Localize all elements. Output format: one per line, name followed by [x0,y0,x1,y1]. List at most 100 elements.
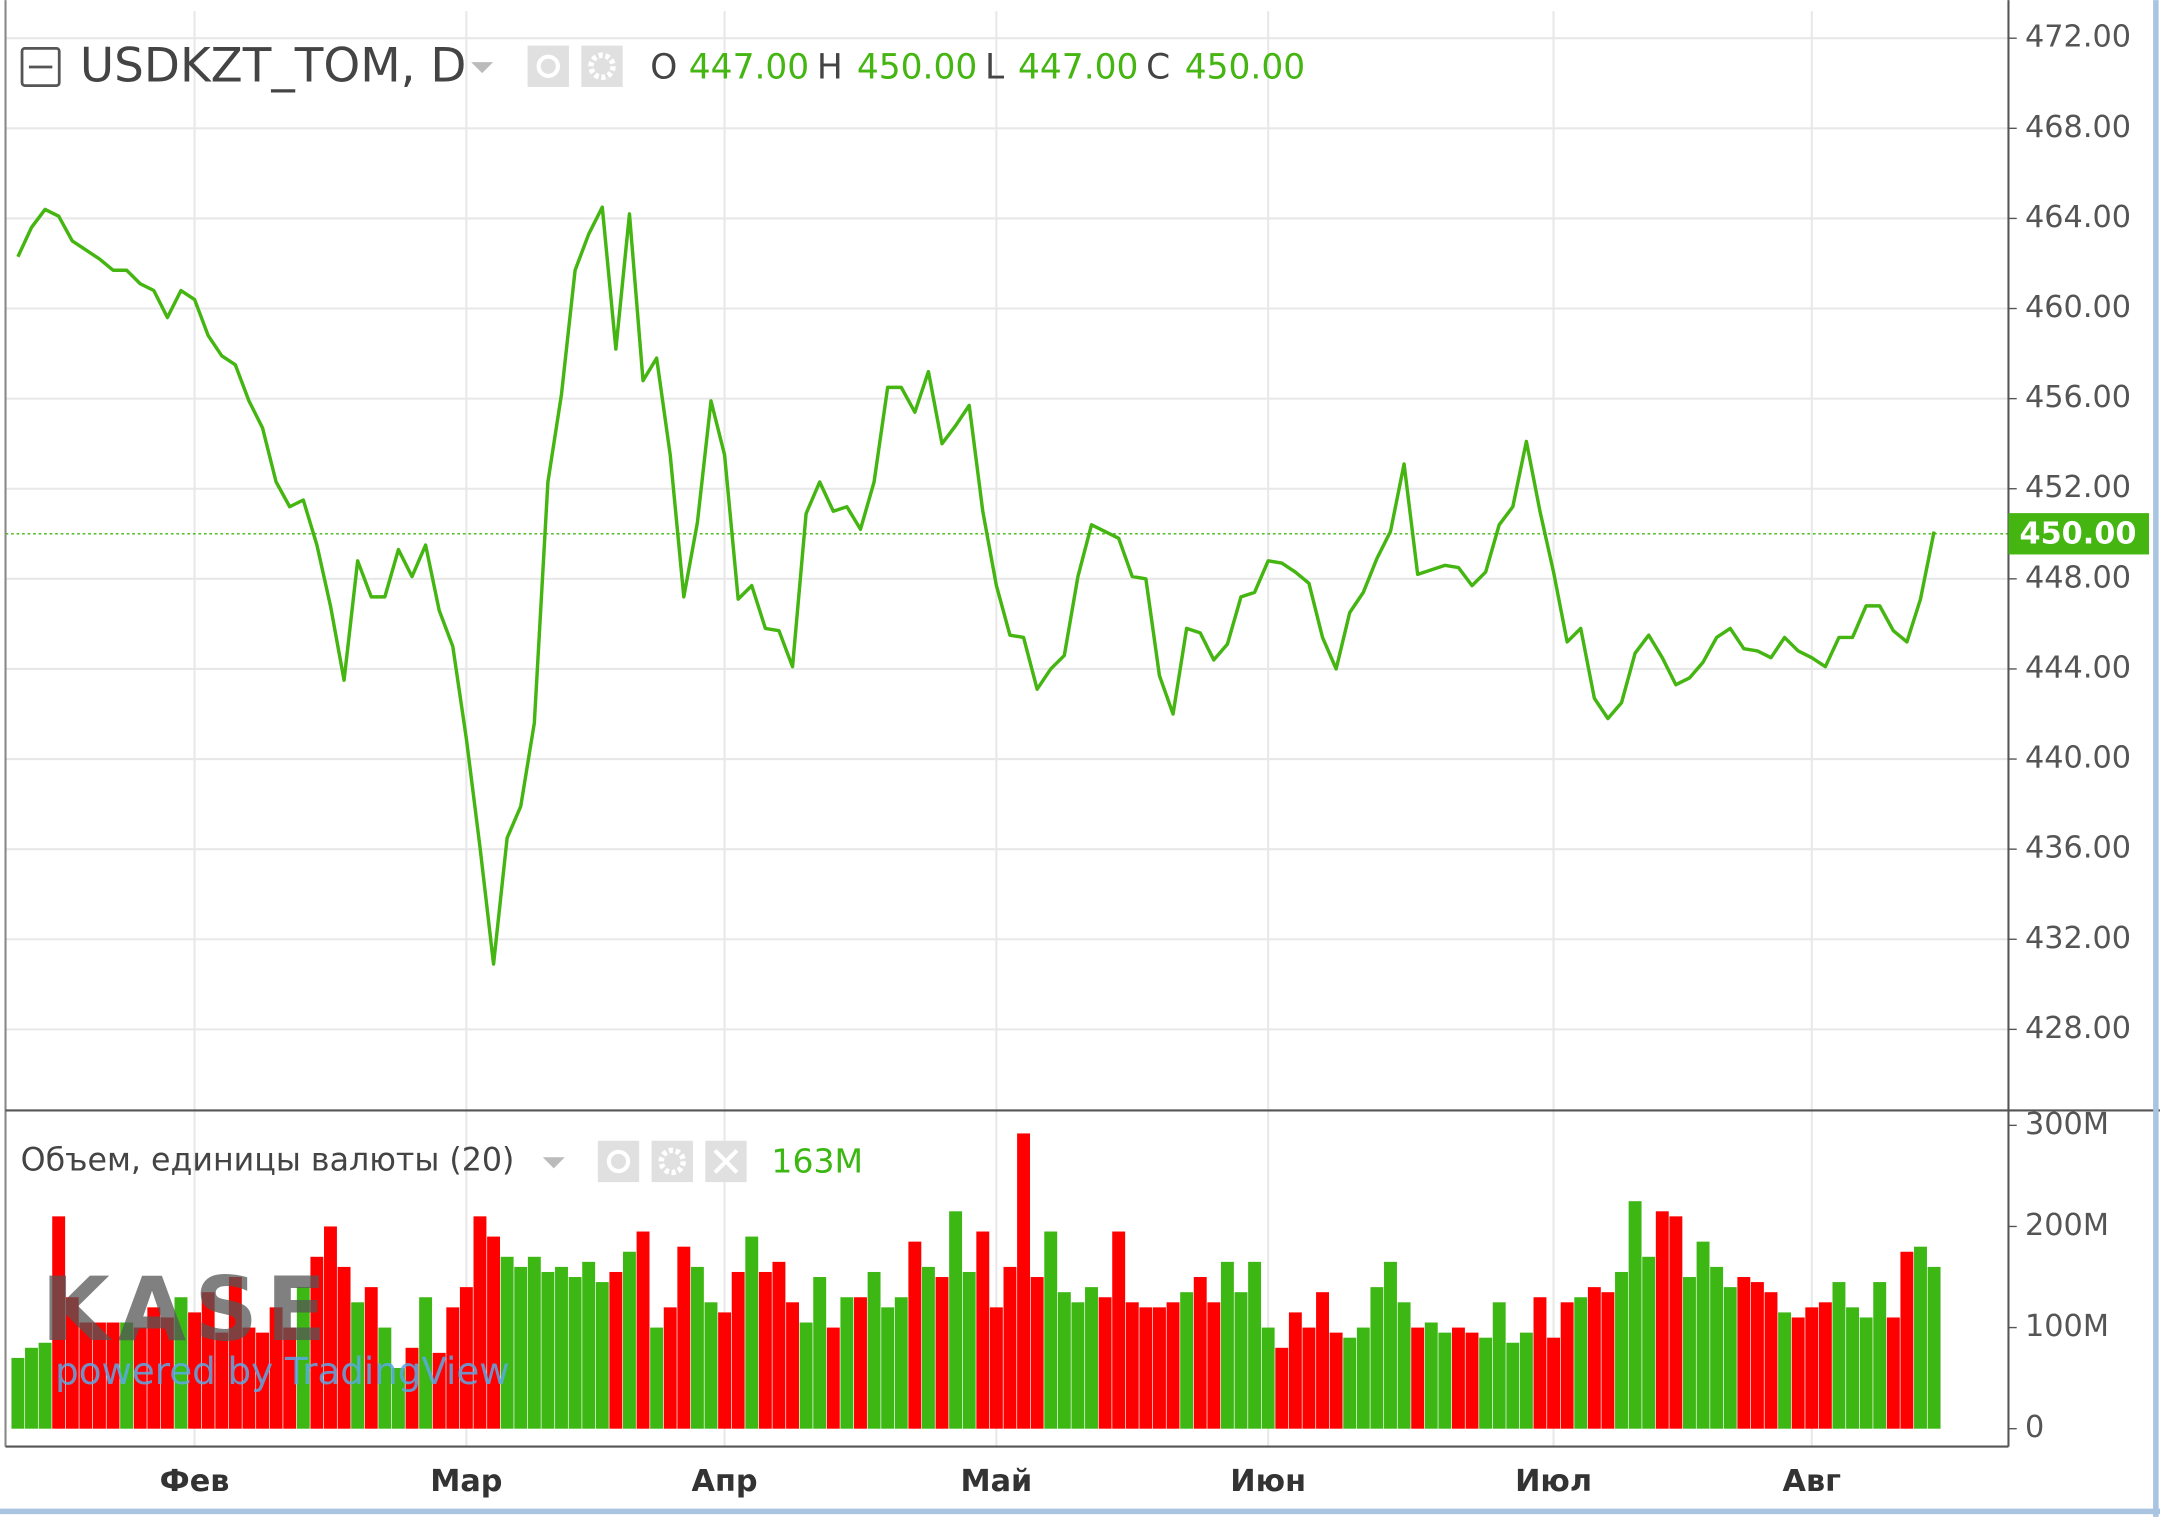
volume-bar [1533,1297,1547,1429]
volume-bar [1492,1302,1506,1429]
volume-bar [854,1297,867,1429]
price-plot [5,205,2009,966]
volume-bar [1071,1302,1085,1429]
volume-title: Объем, единицы валюты (20) [21,1142,515,1178]
volume-bar [881,1307,895,1429]
volume-bar [921,1266,935,1429]
x-tick-label: Июл [1515,1464,1592,1499]
ohlc-name: L [985,48,1004,88]
volume-bars [11,1133,1941,1429]
volume-bar [867,1271,881,1429]
volume-bar [1846,1307,1859,1429]
volume-bar [677,1246,691,1429]
x-tick-label: Апр [692,1464,758,1499]
volume-bar [650,1327,664,1429]
volume-bar [446,1307,460,1429]
volume-bar [459,1287,473,1429]
settings-button[interactable] [581,45,623,87]
eye-icon [606,1149,631,1174]
volume-bar [772,1261,786,1429]
volume-bar [174,1297,188,1429]
y-tick-label: 460.00 [2025,290,2131,325]
eye-icon [536,54,560,78]
visibility-button[interactable] [527,45,569,87]
volume-bar [622,1251,636,1429]
volume-bar [690,1266,704,1429]
volume-bar [1778,1312,1792,1429]
collapse-button[interactable] [20,46,61,87]
ohlc-value: 447.00 [689,48,809,88]
watermark-text: powered by TradingView [55,1349,510,1393]
volume-bar [1275,1347,1289,1429]
volume-bar [1057,1292,1071,1429]
volume-bar [1805,1307,1819,1429]
volume-bar [1234,1292,1248,1429]
volume-bar [351,1302,365,1429]
last-price-label: 450.00 [2019,517,2136,552]
volume-bar [541,1271,555,1429]
volume-bar [568,1277,582,1429]
volume-bar [704,1302,718,1429]
volume-bar [215,1332,229,1429]
ohlc-name: H [817,48,843,88]
volume-bar [120,1322,134,1429]
volume-bar [1411,1327,1425,1429]
y-tick-label: 428.00 [2025,1011,2131,1046]
symbol-title: USDKZT_TOM, D [80,40,467,94]
volume-bar [160,1317,174,1429]
volume-bar [419,1297,433,1429]
volume-bar [106,1322,120,1429]
volume-bar [731,1271,745,1429]
volume-bar [487,1236,501,1429]
dropdown-arrow[interactable] [471,62,494,74]
volume-bar [1900,1251,1914,1429]
y-tick-label: 300M [2025,1107,2109,1142]
volume-bar [296,1287,310,1429]
volume-bar [1683,1277,1696,1429]
volume-bar [1696,1241,1710,1429]
visibility-button[interactable] [597,1140,640,1183]
volume-bar [1302,1327,1316,1429]
volume-bar [378,1327,392,1429]
volume-bar [1193,1277,1207,1429]
volume-bar [1465,1332,1479,1429]
volume-bar [555,1266,568,1429]
volume-bar [269,1307,283,1429]
volume-bar [813,1277,827,1429]
volume-bar [201,1292,215,1429]
volume-bar [1220,1261,1234,1429]
volume-bar [1886,1317,1900,1429]
y-tick-label: 200M [2025,1208,2109,1243]
volume-bar [609,1271,623,1429]
volume-bar [1914,1246,1927,1429]
volume-bar [364,1287,378,1429]
volume-bar [1207,1302,1221,1429]
volume-bar [1927,1266,1941,1429]
volume-bar [242,1327,256,1429]
dropdown-arrow[interactable] [542,1157,565,1169]
volume-bar [1737,1277,1751,1429]
y-tick-label: 448.00 [2025,560,2131,595]
grid [5,11,2009,1447]
volume-bar [1261,1327,1275,1429]
volume-bar [718,1312,732,1429]
volume-bar [595,1282,609,1429]
ohlc-value: 450.00 [857,48,977,88]
volume-bar [1451,1327,1465,1429]
volume-bar [527,1256,541,1429]
volume-bar [1764,1292,1778,1429]
volume-bar [1615,1271,1628,1429]
volume-bar [745,1236,759,1429]
volume-bar [1601,1292,1615,1429]
volume-bar [894,1297,908,1429]
x-tick-label: Мар [430,1464,502,1499]
volume-bar [1030,1277,1044,1429]
volume-bar [908,1241,922,1429]
settings-button[interactable] [651,1140,693,1183]
ohlc-legend: O 447.00 H 450.00 L 447.00 C 450.00 [650,48,1305,88]
volume-bar [1356,1327,1370,1429]
volume-bar [514,1266,528,1429]
volume-bar [1547,1337,1561,1429]
